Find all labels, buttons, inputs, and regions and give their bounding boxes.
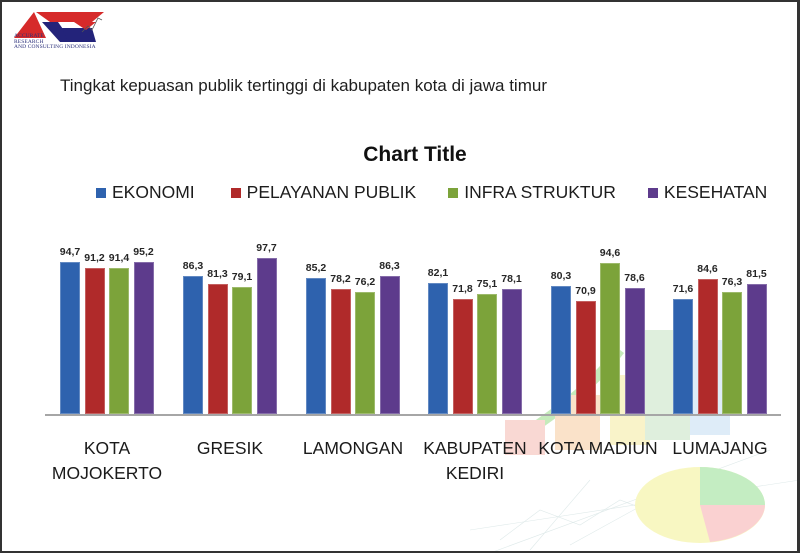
- data-label: 82,1: [427, 266, 449, 279]
- data-label: 81,5: [746, 267, 767, 280]
- company-logo-icon: [14, 12, 104, 42]
- data-label: 76,3: [721, 275, 743, 288]
- data-label: 80,3: [550, 269, 572, 282]
- bar-ekonomi: [673, 299, 693, 414]
- chart-title: Chart Title: [363, 143, 467, 166]
- data-label: 97,7: [256, 241, 277, 254]
- data-label: 85,2: [305, 261, 327, 274]
- bar-pelayanan-publik: [575, 300, 596, 414]
- category-label-line: KEDIRI: [445, 463, 505, 483]
- legend-item-kesehatan: KESEHATAN: [647, 182, 768, 203]
- category-label: LAMONGAN: [283, 436, 423, 461]
- legend-item-ekonomi: EKONOMI: [96, 182, 195, 203]
- category-label-line: LAMONGAN: [302, 438, 404, 458]
- category-label-line: KABUPATEN: [423, 438, 527, 458]
- logo-line-3: AND CONSULTING INDONESIA: [14, 44, 96, 51]
- logo-line-2: RESEARCH: [14, 38, 44, 45]
- category-label: GRESIK: [160, 436, 300, 461]
- bar-ekonomi: [428, 282, 448, 414]
- category-label-line: KOTA: [83, 438, 131, 458]
- bar-ekonomi: [60, 262, 80, 414]
- data-label: 71,6: [672, 283, 694, 296]
- data-label: 94,7: [59, 246, 81, 259]
- logo-line-1: ACCURATE: [14, 33, 44, 39]
- bar-ekonomi: [306, 277, 326, 414]
- legend-item-infra-struktur: INFRA STRUKTUR: [448, 182, 616, 203]
- chart-legend: EKONOMI PELAYANAN PUBLIK INFRA STRUKTUR …: [96, 182, 767, 203]
- data-label: 94,6: [599, 246, 621, 259]
- legend-swatch-icon: [448, 187, 459, 198]
- slide-subtitle: Tingkat kepuasan publik tertinggi di kab…: [60, 76, 547, 95]
- legend-swatch-icon: [647, 187, 658, 198]
- legend-item-pelayanan-publik: PELAYANAN PUBLIK: [230, 182, 417, 203]
- bar-infra-struktur: [477, 293, 497, 414]
- bar-pelayanan-publik: [697, 278, 718, 414]
- data-label: 81,3: [207, 267, 228, 280]
- data-label: 91,4: [108, 251, 130, 264]
- bar-kesehatan: [746, 283, 767, 414]
- bar-infra-struktur: [109, 267, 129, 414]
- data-label: 71,8: [452, 283, 473, 296]
- data-label: 84,6: [697, 262, 718, 275]
- bar-infra-struktur: [355, 292, 375, 414]
- category-label: KABUPATEN KEDIRI: [405, 436, 545, 486]
- bar-pelayanan-publik: [330, 288, 351, 414]
- category-label-line: LUMAJANG: [672, 438, 768, 458]
- bar-pelayanan-publik: [207, 283, 228, 414]
- category-label: KOTA MADIUN: [528, 436, 668, 461]
- data-label: 78,6: [624, 272, 645, 285]
- legend-label: PELAYANAN PUBLIK: [246, 182, 417, 202]
- x-axis-line: [45, 414, 781, 416]
- legend-label: KESEHATAN: [663, 182, 768, 202]
- category-label-line: KOTA MADIUN: [538, 438, 658, 458]
- logo-text: ACCURATE RESEARCH AND CONSULTING INDONES…: [14, 33, 114, 51]
- bar-pelayanan-publik: [452, 299, 473, 414]
- legend-label: INFRA STRUKTUR: [464, 182, 616, 202]
- data-label: 95,2: [133, 245, 154, 258]
- bar-kesehatan: [256, 257, 277, 414]
- bar-infra-struktur: [232, 287, 252, 414]
- bar-kesehatan: [501, 289, 522, 414]
- data-label: 79,1: [231, 271, 253, 284]
- data-label: 86,3: [182, 259, 204, 272]
- bar-ekonomi: [183, 275, 203, 414]
- category-label-line: GRESIK: [196, 438, 264, 458]
- data-label: 70,9: [575, 284, 596, 297]
- category-label: KOTA MOJOKERTO: [37, 436, 177, 486]
- category-label-line: MOJOKERTO: [51, 463, 163, 483]
- bar-kesehatan: [133, 261, 154, 414]
- data-label: 78,1: [501, 273, 522, 286]
- bar-kesehatan: [624, 288, 645, 414]
- bar-ekonomi: [551, 285, 571, 414]
- legend-swatch-icon: [230, 187, 241, 198]
- legend-label: EKONOMI: [112, 182, 195, 202]
- bar-infra-struktur: [722, 291, 742, 414]
- data-label: 91,2: [84, 252, 105, 265]
- data-label: 86,3: [379, 259, 400, 272]
- data-label: 76,2: [354, 276, 376, 289]
- data-label: 75,1: [476, 277, 498, 290]
- bar-kesehatan: [379, 275, 400, 414]
- bar-pelayanan-publik: [84, 268, 105, 414]
- data-label: 78,2: [330, 272, 351, 285]
- bar-infra-struktur: [600, 262, 620, 414]
- legend-swatch-icon: [96, 187, 106, 198]
- category-label: LUMAJANG: [650, 436, 790, 461]
